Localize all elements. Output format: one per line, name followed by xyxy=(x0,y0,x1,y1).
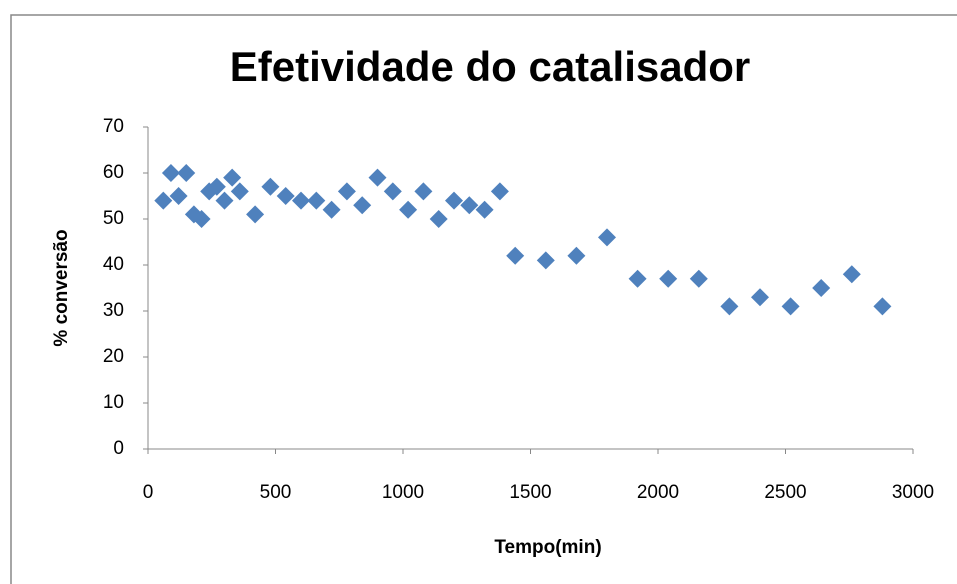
point xyxy=(230,182,249,201)
chart-title: Efetividade do catalisador xyxy=(230,43,751,90)
point xyxy=(429,210,448,228)
point xyxy=(598,228,616,247)
point xyxy=(781,297,800,316)
point xyxy=(751,288,769,307)
point xyxy=(689,269,708,288)
y-tick-label: 60 xyxy=(103,162,124,183)
point xyxy=(414,182,433,201)
point xyxy=(292,191,310,210)
x-tick-label: 2500 xyxy=(764,482,806,503)
point xyxy=(353,196,372,215)
y-tick-label: 30 xyxy=(103,300,124,321)
point xyxy=(873,297,892,316)
x-axis-label: Tempo(min) xyxy=(494,537,601,558)
x-tick-label: 3000 xyxy=(892,482,934,503)
y-tick-label: 10 xyxy=(103,392,124,413)
chart-frame xyxy=(10,14,957,584)
point xyxy=(246,205,265,224)
x-tick-label: 1000 xyxy=(382,482,424,503)
point xyxy=(475,200,494,219)
y-axis-label: % conversão xyxy=(51,229,72,346)
y-tick-label: 40 xyxy=(103,254,124,275)
point xyxy=(276,187,295,205)
x-tick-label: 0 xyxy=(143,482,154,503)
point xyxy=(161,164,180,182)
point xyxy=(720,297,739,316)
point xyxy=(207,177,226,196)
x-tick-label: 500 xyxy=(260,482,292,503)
point xyxy=(169,187,188,205)
point xyxy=(337,182,356,201)
point xyxy=(399,200,418,219)
point xyxy=(812,279,831,297)
point xyxy=(192,210,211,228)
point xyxy=(567,246,586,265)
point xyxy=(628,269,647,288)
point xyxy=(261,177,280,196)
point xyxy=(490,182,509,201)
point xyxy=(842,265,861,284)
point xyxy=(177,164,196,182)
point xyxy=(383,182,402,201)
point xyxy=(322,200,341,219)
y-tick-label: 20 xyxy=(103,346,124,367)
point xyxy=(307,191,326,210)
point xyxy=(215,191,234,210)
point xyxy=(536,251,555,270)
point xyxy=(460,196,479,215)
x-tick-label: 1500 xyxy=(509,482,551,503)
y-tick-label: 0 xyxy=(113,438,124,459)
y-tick-label: 70 xyxy=(103,116,124,137)
y-tick-label: 50 xyxy=(103,208,124,229)
point xyxy=(154,191,173,210)
point xyxy=(223,168,242,187)
point xyxy=(659,269,678,288)
point xyxy=(506,246,525,265)
point xyxy=(368,168,387,187)
x-tick-label: 2000 xyxy=(637,482,679,503)
point xyxy=(445,191,463,210)
